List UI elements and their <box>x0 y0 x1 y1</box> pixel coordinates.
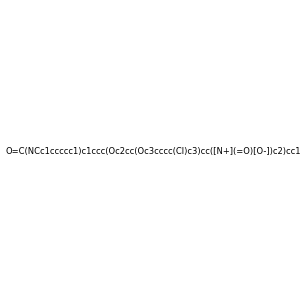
Text: O=C(NCc1ccccc1)c1ccc(Oc2cc(Oc3cccc(Cl)c3)cc([N+](=O)[O-])c2)cc1: O=C(NCc1ccccc1)c1ccc(Oc2cc(Oc3cccc(Cl)c3… <box>6 147 300 156</box>
